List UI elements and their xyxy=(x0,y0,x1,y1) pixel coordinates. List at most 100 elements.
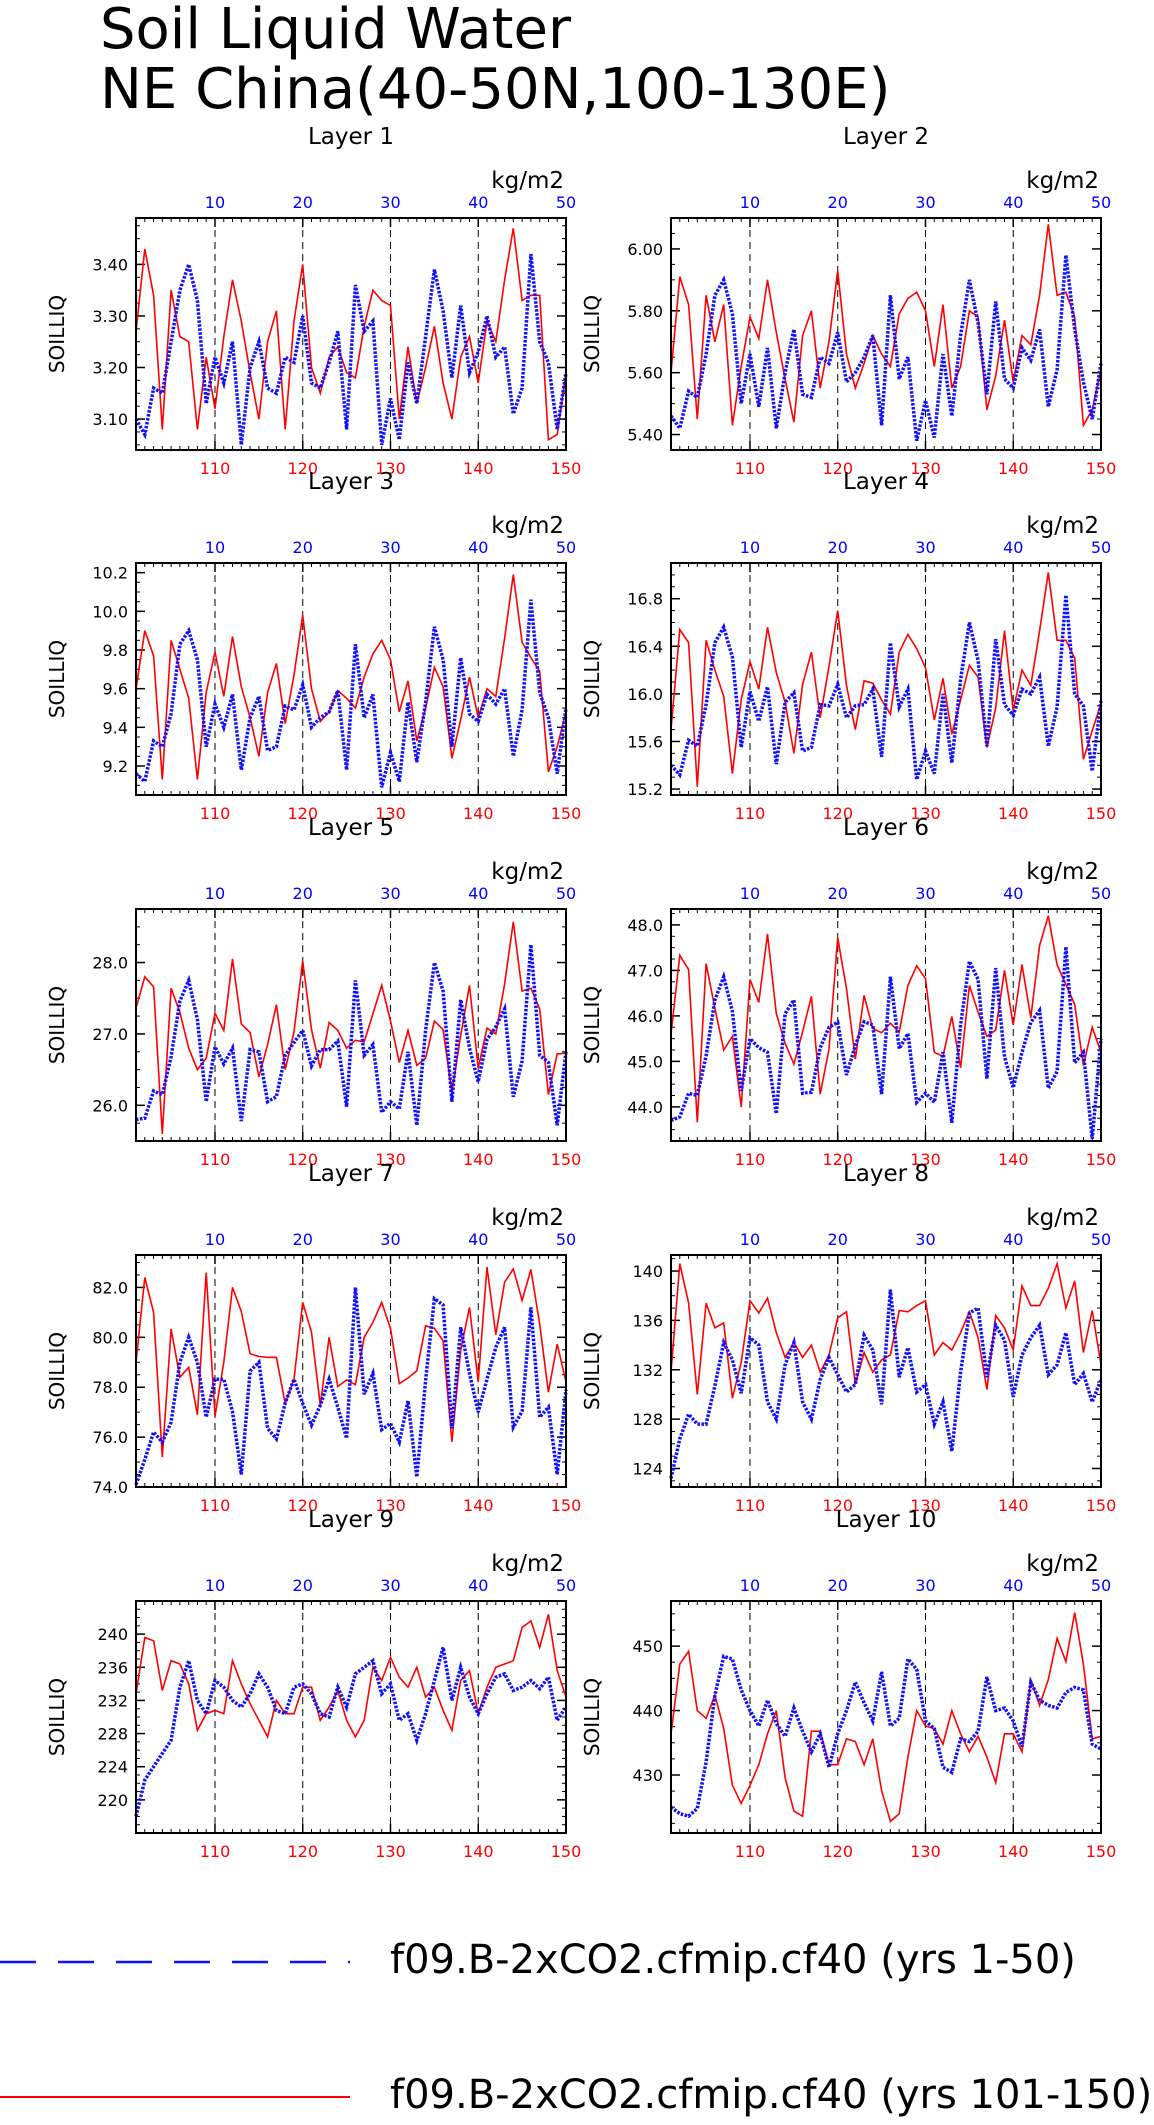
chart-panel-7: Layer 7 kg/m2 SOILLIQ 110 120 130 140 150 10 20 30… xyxy=(45,1161,581,1515)
y-tick-label: 236 xyxy=(97,1658,128,1677)
x-top-tick-label: 20 xyxy=(293,538,313,557)
chart-panel-10: Layer 10 kg/m2 SOILLIQ 110 120 130 140 150 10 20 3… xyxy=(580,1507,1116,1861)
y-tick-label: 78.0 xyxy=(92,1378,128,1397)
x-top-tick-label: 20 xyxy=(828,884,848,903)
x-top-tick-label: 10 xyxy=(740,538,760,557)
chart-panel-5: Layer 5 kg/m2 SOILLIQ 110 120 130 140 150 10 20 30… xyxy=(45,815,581,1169)
y-tick-label: 3.10 xyxy=(92,410,128,429)
x-top-tick-label: 40 xyxy=(1003,1576,1023,1595)
y-tick-label: 430 xyxy=(632,1766,663,1785)
y-tick-label: 232 xyxy=(97,1691,128,1710)
y-tick-label: 16.0 xyxy=(627,685,663,704)
plot-frame xyxy=(670,562,1102,796)
x-top-tick-label: 30 xyxy=(915,1230,935,1249)
y-tick-label: 44.0 xyxy=(627,1098,663,1117)
x-bottom-tick-label: 140 xyxy=(998,1496,1029,1515)
plot-frame xyxy=(135,1600,567,1834)
x-bottom-tick-label: 120 xyxy=(822,1842,853,1861)
x-top-tick-label: 20 xyxy=(293,1576,313,1595)
y-axis-label: SOILLIQ xyxy=(580,1332,604,1410)
y-tick-label: 124 xyxy=(632,1459,663,1478)
top-axis-unit: kg/m2 xyxy=(491,1205,564,1231)
series-line-yrs-1-50 xyxy=(669,254,1103,442)
x-top-tick-label: 30 xyxy=(380,538,400,557)
y-tick-label: 45.0 xyxy=(627,1052,663,1071)
series-line-yrs-101-150 xyxy=(135,574,567,780)
y-axis-label: SOILLIQ xyxy=(580,1678,604,1756)
series-line-yrs-1-50 xyxy=(134,599,568,788)
y-tick-label: 80.0 xyxy=(92,1328,128,1347)
y-tick-label: 82.0 xyxy=(92,1278,128,1297)
x-bottom-tick-label: 120 xyxy=(822,1496,853,1515)
series-line-yrs-101-150 xyxy=(670,572,1102,787)
series-line-yrs-1-50 xyxy=(134,253,568,446)
top-axis-unit: kg/m2 xyxy=(1026,1551,1099,1577)
y-tick-label: 5.40 xyxy=(627,426,663,445)
top-axis-unit: kg/m2 xyxy=(1026,168,1099,194)
x-bottom-tick-label: 150 xyxy=(1086,1150,1117,1169)
panel-title: Layer 7 xyxy=(308,1161,394,1187)
x-top-tick-label: 50 xyxy=(1091,1230,1111,1249)
x-bottom-tick-label: 110 xyxy=(735,1842,766,1861)
x-top-tick-label: 40 xyxy=(1003,193,1023,212)
y-tick-label: 240 xyxy=(97,1625,128,1644)
chart-panel-8: Layer 8 kg/m2 SOILLIQ 110 120 130 140 150 10 20 30… xyxy=(580,1161,1116,1515)
x-top-tick-label: 30 xyxy=(915,538,935,557)
series-line-yrs-101-150 xyxy=(670,1612,1102,1823)
plot-frame xyxy=(670,1254,1102,1488)
x-top-tick-label: 40 xyxy=(1003,884,1023,903)
series-line-yrs-101-150 xyxy=(670,915,1102,1123)
x-bottom-tick-label: 150 xyxy=(551,1842,582,1861)
chart-panel-6: Layer 6 kg/m2 SOILLIQ 110 120 130 140 150 10 20 30… xyxy=(580,815,1116,1169)
x-bottom-tick-label: 150 xyxy=(551,804,582,823)
x-top-tick-label: 20 xyxy=(828,538,848,557)
y-tick-label: 48.0 xyxy=(627,916,663,935)
x-top-tick-label: 30 xyxy=(380,1230,400,1249)
x-bottom-tick-label: 110 xyxy=(735,459,766,478)
chart-panel-9: Layer 9 kg/m2 SOILLIQ 110 120 130 140 150 10 20 30… xyxy=(45,1507,581,1861)
main-title-line-1: Soil Liquid Water xyxy=(100,0,571,62)
x-top-tick-label: 50 xyxy=(1091,1576,1111,1595)
panel-title: Layer 1 xyxy=(308,124,394,150)
x-top-tick-label: 20 xyxy=(828,193,848,212)
x-bottom-tick-label: 120 xyxy=(287,1842,318,1861)
y-tick-label: 450 xyxy=(632,1637,663,1656)
chart-panel-3: Layer 3 kg/m2 SOILLIQ 110 120 130 140 150 10 20 30… xyxy=(45,469,581,823)
x-top-tick-label: 10 xyxy=(205,538,225,557)
x-top-tick-label: 10 xyxy=(205,1230,225,1249)
x-bottom-tick-label: 130 xyxy=(375,1842,406,1861)
chart-panel-1: Layer 1 kg/m2 SOILLIQ 110 120 130 140 150 10 20 30… xyxy=(45,124,581,478)
series-line-yrs-101-150 xyxy=(135,1266,567,1458)
x-bottom-tick-label: 130 xyxy=(910,1496,941,1515)
y-tick-label: 132 xyxy=(632,1361,663,1380)
top-axis-unit: kg/m2 xyxy=(491,859,564,885)
series-line-yrs-101-150 xyxy=(135,1614,567,1740)
panel-title: Layer 3 xyxy=(308,469,394,495)
x-top-tick-label: 50 xyxy=(556,884,576,903)
y-tick-label: 76.0 xyxy=(92,1428,128,1447)
y-tick-label: 9.6 xyxy=(103,680,128,699)
x-top-tick-label: 40 xyxy=(468,193,488,212)
y-tick-label: 10.2 xyxy=(92,564,128,583)
plot-frame xyxy=(670,908,1102,1142)
y-axis-label: SOILLIQ xyxy=(45,986,69,1064)
y-tick-label: 9.4 xyxy=(103,718,128,737)
y-axis-label: SOILLIQ xyxy=(580,295,604,373)
x-top-tick-label: 40 xyxy=(468,1576,488,1595)
panel-title: Layer 6 xyxy=(843,815,929,841)
panel-title: Layer 2 xyxy=(843,124,929,150)
x-bottom-tick-label: 120 xyxy=(287,1150,318,1169)
x-top-tick-label: 10 xyxy=(205,193,225,212)
x-top-tick-label: 40 xyxy=(1003,1230,1023,1249)
y-tick-label: 5.80 xyxy=(627,302,663,321)
x-top-tick-label: 50 xyxy=(556,193,576,212)
y-axis-label: SOILLIQ xyxy=(45,1332,69,1410)
x-top-tick-label: 10 xyxy=(205,884,225,903)
x-top-tick-label: 10 xyxy=(740,193,760,212)
x-bottom-tick-label: 150 xyxy=(1086,459,1117,478)
y-tick-label: 136 xyxy=(632,1311,663,1330)
top-axis-unit: kg/m2 xyxy=(1026,859,1099,885)
x-bottom-tick-label: 120 xyxy=(822,459,853,478)
x-bottom-tick-label: 120 xyxy=(822,1150,853,1169)
x-top-tick-label: 30 xyxy=(915,193,935,212)
